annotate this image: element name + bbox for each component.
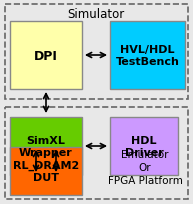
Bar — [110, 22, 185, 90]
Text: HDL
Driver: HDL Driver — [125, 135, 163, 157]
Text: DPI: DPI — [34, 49, 58, 62]
Text: SimXL
Wrapper: SimXL Wrapper — [19, 135, 73, 157]
Bar — [10, 147, 82, 195]
Bar — [10, 118, 82, 175]
Text: Simulator: Simulator — [67, 8, 125, 20]
Bar — [110, 118, 178, 175]
Text: HVL/HDL
TestBench: HVL/HDL TestBench — [116, 45, 179, 67]
Text: RL_DRAM2
DUT: RL_DRAM2 DUT — [13, 160, 79, 182]
Bar — [5, 108, 188, 199]
Text: Emulator
Or
FPGA Platform: Emulator Or FPGA Platform — [108, 149, 182, 185]
Bar — [10, 22, 82, 90]
Bar — [5, 5, 188, 100]
